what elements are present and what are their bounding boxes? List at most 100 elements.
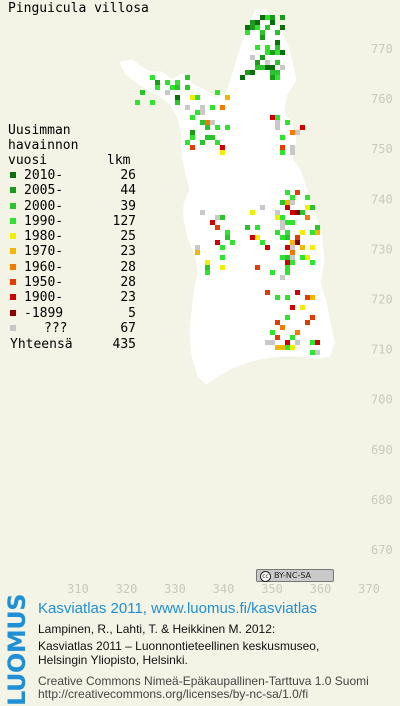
legend-count: 44 (120, 183, 136, 199)
legend-count: 67 (120, 320, 136, 336)
observation-square (295, 290, 300, 295)
legend-count: 23 (120, 244, 136, 260)
legend-swatch (10, 172, 16, 178)
observation-square (195, 250, 200, 255)
observation-square (220, 145, 225, 150)
legend-label: 1990- (24, 213, 64, 229)
legend-count-heading: lkm (107, 153, 131, 168)
observation-square (175, 100, 180, 105)
x-axis-ticks: 310 320 330 340 350 360 370 (67, 582, 380, 596)
observation-square (270, 70, 275, 75)
legend-swatch (10, 294, 16, 301)
observation-square (225, 230, 230, 235)
observation-square (290, 130, 295, 135)
observation-square (140, 90, 145, 95)
reference-line-1: Lampinen, R., Lahti, T. & Heikkinen M. 2… (38, 622, 276, 636)
observation-square (280, 135, 285, 140)
y-tick-label: 730 (371, 242, 393, 256)
legend-label: 2010- (24, 168, 64, 183)
observation-square (135, 100, 140, 105)
observation-square (250, 20, 255, 25)
observation-square (200, 105, 205, 110)
observation-square (270, 50, 275, 55)
observation-square (285, 190, 290, 195)
observation-square (265, 245, 270, 250)
legend-swatch (10, 202, 16, 209)
observation-square (255, 235, 260, 240)
observation-square (285, 205, 290, 210)
observation-square (220, 245, 225, 250)
legend-count: 25 (120, 229, 136, 245)
observation-square (255, 20, 260, 25)
observation-square (280, 235, 285, 240)
legend-heading-line3: vuosi (8, 153, 48, 168)
observation-square (270, 20, 275, 25)
observation-square (255, 25, 260, 30)
legend-row: ??? 67 (8, 321, 148, 336)
y-tick-label: 750 (371, 142, 393, 156)
observation-square (285, 260, 290, 265)
observation-square (190, 115, 195, 120)
observation-square (285, 200, 290, 205)
observation-square (215, 125, 220, 130)
observation-square (205, 125, 210, 130)
observation-square (275, 45, 280, 50)
legend-swatch (10, 263, 16, 270)
observation-square (300, 305, 305, 310)
x-tick-label: 370 (358, 582, 380, 596)
y-tick-label: 740 (371, 192, 393, 206)
observation-square (290, 220, 295, 225)
observation-square (260, 205, 265, 210)
observation-square (175, 85, 180, 90)
observation-square (265, 65, 270, 70)
y-tick-label: 720 (371, 293, 393, 307)
legend-heading: Uusimman havainnon vuosi lkm (8, 123, 148, 168)
cc-license-badge[interactable]: cc BY-NC-SA (256, 569, 334, 582)
observation-square (315, 230, 320, 235)
observation-square (185, 140, 190, 145)
observation-square (280, 145, 285, 150)
observation-square (310, 350, 315, 355)
observation-square (300, 210, 305, 215)
y-tick-label: 770 (371, 42, 393, 56)
observation-square (265, 60, 270, 65)
license-link[interactable]: http://creativecommons.org/licenses/by-n… (38, 687, 309, 701)
cc-icon: cc (260, 571, 271, 582)
observation-square (200, 140, 205, 145)
observation-square (275, 60, 280, 65)
legend-row: 2005- 44 (8, 183, 148, 198)
observation-square (245, 30, 250, 35)
observation-square (265, 45, 270, 50)
y-tick-label: 670 (371, 543, 393, 557)
observation-square (260, 15, 265, 20)
observation-square (225, 235, 230, 240)
observation-square (280, 50, 285, 55)
observation-square (290, 250, 295, 255)
observation-square (315, 225, 320, 230)
observation-square (310, 340, 315, 345)
observation-square (220, 150, 225, 155)
observation-square (290, 210, 295, 215)
observation-square (280, 225, 285, 230)
x-tick-label: 330 (164, 582, 186, 596)
observation-square (275, 295, 280, 300)
observation-square (295, 330, 300, 335)
observation-square (230, 240, 235, 245)
legend-swatch (10, 187, 16, 194)
finland-outline (119, 9, 335, 385)
observation-square (310, 245, 315, 250)
kasviatlas-link[interactable]: Kasviatlas 2011, www.luomus.fi/kasviatla… (38, 600, 318, 617)
observation-square (205, 260, 210, 265)
observation-square (295, 235, 300, 240)
legend-total-label: Yhteensä (10, 337, 73, 353)
observation-square (305, 295, 310, 300)
observation-square (245, 25, 250, 30)
legend-row: 1970- 23 (8, 244, 148, 259)
observation-square (290, 145, 295, 150)
observation-square (275, 50, 280, 55)
legend-count: 5 (128, 305, 136, 321)
license-line-1: Creative Commons Nimeä-Epäkaupallinen-Ta… (38, 674, 369, 688)
observation-square (255, 60, 260, 65)
observation-square (190, 135, 195, 140)
legend-heading-line1: Uusimman (8, 123, 71, 138)
